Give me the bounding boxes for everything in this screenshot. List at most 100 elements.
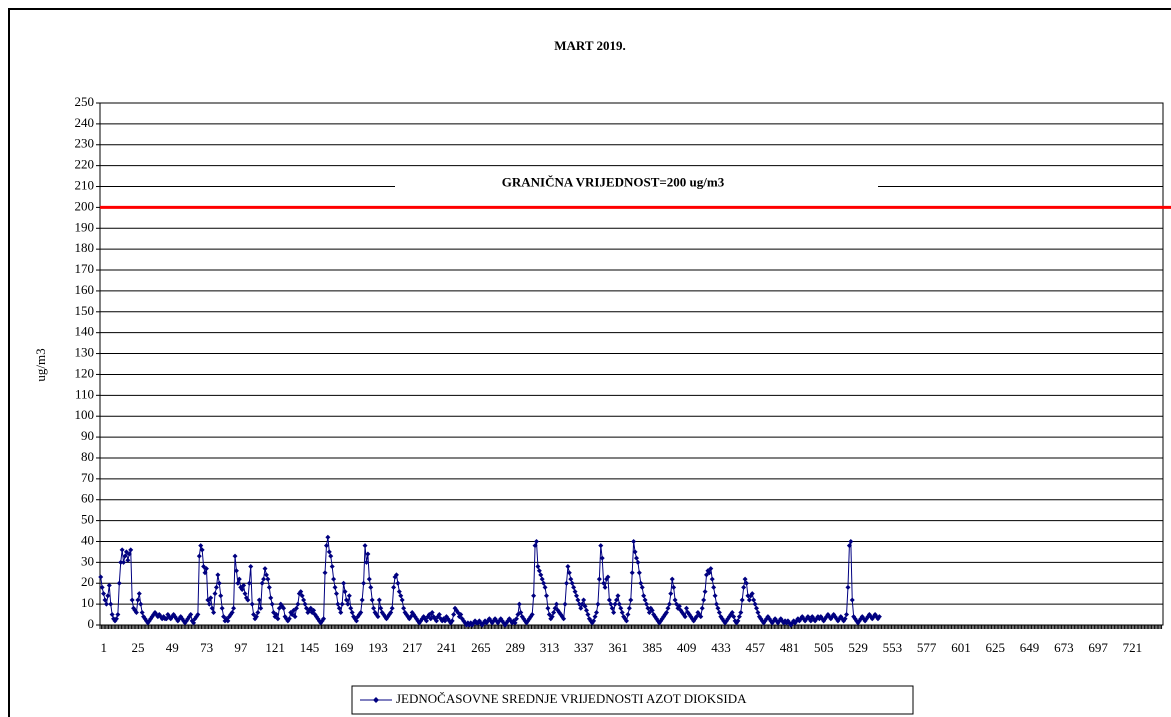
data-point: [188, 612, 194, 618]
y-tick-label: 0: [88, 616, 95, 631]
data-point: [638, 580, 644, 586]
y-tick-label: 80: [81, 449, 94, 464]
data-point: [532, 543, 538, 549]
data-point: [716, 609, 722, 615]
limit-label-bg: [395, 170, 878, 197]
x-tick-label: 73: [200, 640, 213, 655]
data-point: [139, 609, 145, 615]
data-point: [576, 601, 582, 607]
data-point: [123, 549, 129, 555]
data-point: [366, 576, 372, 582]
data-point: [376, 597, 382, 603]
data-point: [741, 584, 747, 590]
data-point: [629, 570, 635, 576]
limit-label: GRANIČNA VRIJEDNOST=200 ug/m3: [502, 174, 725, 189]
data-point: [631, 538, 637, 544]
data-point: [596, 576, 602, 582]
x-tick-label: 241: [437, 640, 457, 655]
x-tick-label: 169: [334, 640, 354, 655]
data-point: [572, 589, 578, 595]
data-point: [241, 582, 247, 588]
data-point: [255, 609, 261, 615]
x-tick-label: 457: [745, 640, 765, 655]
data-point: [126, 551, 132, 557]
y-tick-label: 40: [81, 532, 94, 547]
data-point: [429, 609, 435, 615]
x-tick-label: 505: [814, 640, 834, 655]
data-point: [363, 559, 369, 565]
data-point: [118, 559, 124, 565]
x-tick-label: 193: [368, 640, 388, 655]
y-tick-label: 100: [75, 407, 95, 422]
data-point: [353, 618, 359, 624]
data-point: [618, 605, 624, 611]
y-tick-label: 120: [75, 365, 95, 380]
data-point: [216, 580, 222, 586]
data-point: [115, 612, 121, 618]
data-point: [128, 547, 134, 553]
data-point: [99, 584, 105, 590]
data-point: [399, 597, 405, 603]
data-point: [682, 614, 688, 620]
data-point: [401, 605, 407, 611]
x-tick-label: 217: [403, 640, 423, 655]
data-point: [273, 612, 279, 618]
data-point: [613, 597, 619, 603]
y-tick-label: 70: [81, 470, 94, 485]
data-point: [849, 597, 855, 603]
x-tick-label: 721: [1123, 640, 1143, 655]
x-tick-label: 145: [300, 640, 320, 655]
data-point: [299, 593, 305, 599]
data-point: [845, 584, 851, 590]
x-tick-label: 601: [951, 640, 971, 655]
data-point: [846, 543, 852, 549]
data-point: [102, 597, 108, 603]
y-tick-label: 170: [75, 261, 95, 276]
data-point: [549, 614, 555, 620]
data-point: [635, 559, 641, 565]
data-point: [321, 616, 327, 622]
data-point: [109, 612, 115, 618]
data-point: [575, 597, 581, 603]
data-point: [639, 584, 645, 590]
data-point: [583, 607, 589, 613]
data-point: [738, 609, 744, 615]
data-point: [553, 601, 559, 607]
data-point: [196, 553, 202, 559]
data-point: [325, 534, 331, 540]
data-point: [135, 597, 141, 603]
data-point: [676, 603, 682, 609]
data-point: [286, 616, 292, 622]
data-point: [729, 609, 735, 615]
data-point: [712, 593, 718, 599]
data-point: [566, 570, 572, 576]
data-point: [129, 597, 135, 603]
data-point: [538, 572, 544, 578]
data-point: [389, 605, 395, 611]
data-point: [329, 564, 335, 570]
data-point: [253, 614, 259, 620]
data-point: [671, 584, 677, 590]
data-point: [542, 584, 548, 590]
data-point: [361, 580, 367, 586]
x-tick-label: 385: [643, 640, 663, 655]
y-tick-label: 90: [81, 428, 94, 443]
data-point: [269, 601, 275, 607]
data-point: [668, 591, 674, 597]
data-point: [458, 612, 464, 618]
data-point: [876, 614, 882, 620]
data-point: [265, 576, 271, 582]
data-point: [236, 576, 242, 582]
data-point: [136, 591, 142, 597]
data-point: [301, 597, 307, 603]
x-tick-label: 577: [917, 640, 937, 655]
data-point: [248, 564, 254, 570]
data-point: [585, 612, 591, 618]
data-point: [612, 601, 618, 607]
data-point: [275, 616, 281, 622]
data-point: [731, 614, 737, 620]
y-tick-label: 50: [81, 512, 94, 527]
data-point: [645, 605, 651, 611]
data-point: [698, 614, 704, 620]
x-tick-label: 481: [780, 640, 800, 655]
